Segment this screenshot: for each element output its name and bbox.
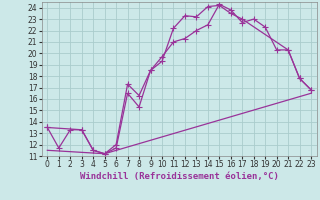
X-axis label: Windchill (Refroidissement éolien,°C): Windchill (Refroidissement éolien,°C)	[80, 172, 279, 181]
